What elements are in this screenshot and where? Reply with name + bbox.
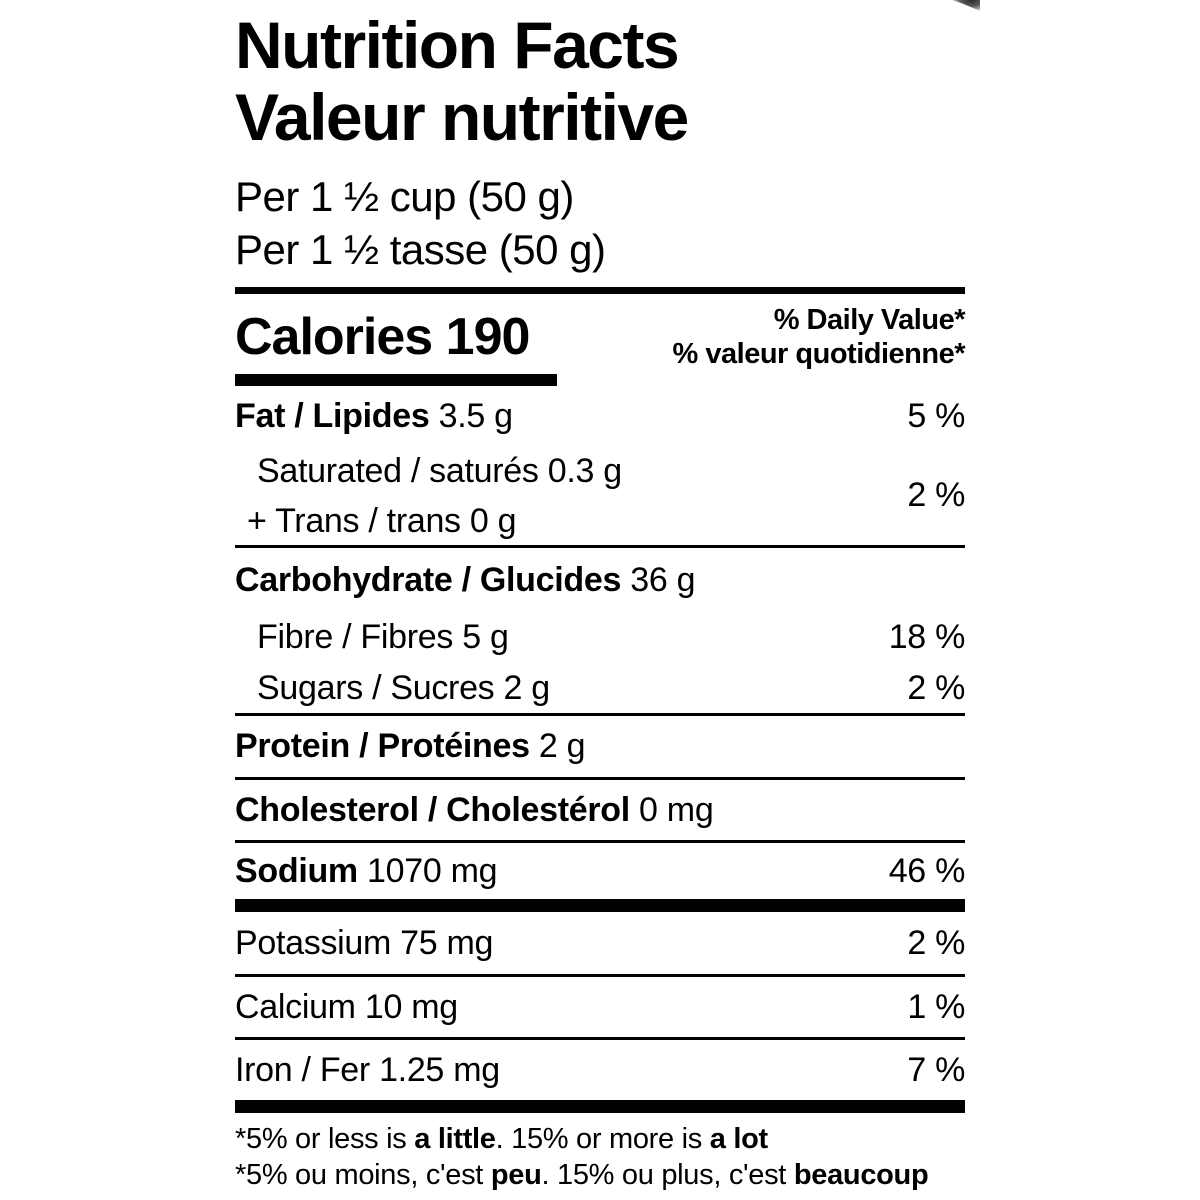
footnote-fr-bold-1: peu	[490, 1159, 542, 1191]
iron-row: Iron / Fer 1.25 mg 7 %	[235, 1040, 965, 1100]
protein-label: Protein / Protéines 2 g	[235, 727, 586, 766]
calories-value: Calories 190	[235, 308, 530, 366]
bottom-thick-rule	[235, 1100, 965, 1113]
footnote-en-text-2: . 15% or more is	[495, 1123, 710, 1155]
footnote-english: *5% or less is a little. 15% or more is …	[235, 1121, 965, 1157]
nutrition-facts-label: Nutrition Facts Valeur nutritive Per 1 ½…	[235, 0, 966, 1193]
potassium-daily-value: 2 %	[907, 923, 965, 962]
separator-rule	[235, 840, 965, 843]
saturated-fat-row: Saturated / saturés 0.3 g	[257, 451, 622, 490]
protein-amount: 2 g	[529, 727, 586, 765]
footnote-fr-bold-2: beaucoup	[793, 1159, 929, 1191]
separator-rule	[235, 1037, 965, 1040]
calcium-daily-value: 1 %	[907, 987, 965, 1026]
iron-label: Iron / Fer 1.25 mg	[235, 1050, 500, 1089]
carbohydrate-row: Carbohydrate / Glucides 36 g	[235, 548, 965, 612]
daily-value-header-english: % Daily Value*	[773, 304, 966, 336]
footnote-en-bold-1: a little	[414, 1123, 496, 1155]
daily-value-header: % Daily Value* % valeur quotidienne*	[672, 294, 966, 371]
calories-section: Calories 190 % Daily Value* % valeur quo…	[235, 294, 966, 374]
cholesterol-amount: 0 mg	[629, 790, 714, 829]
calcium-row: Calcium 10 mg 1 %	[235, 977, 965, 1037]
sodium-name: Sodium	[235, 851, 358, 890]
footnote-en-bold-2: a lot	[709, 1123, 768, 1155]
protein-name: Protein / Protéines	[235, 727, 530, 765]
separator-rule	[235, 713, 965, 716]
potassium-row: Potassium 75 mg 2 %	[235, 912, 965, 974]
footnote-fr-text-2: . 15% ou plus, c'est	[541, 1159, 794, 1191]
cholesterol-label: Cholesterol / Cholestérol 0 mg	[235, 790, 714, 830]
fat-amount: 3.5 g	[429, 396, 513, 435]
calcium-label: Calcium 10 mg	[235, 987, 458, 1026]
sodium-amount: 1070 mg	[357, 851, 498, 890]
cholesterol-row: Cholesterol / Cholestérol 0 mg	[235, 780, 965, 840]
title-french: Valeur nutritive	[235, 80, 689, 154]
fat-daily-value: 5 %	[907, 396, 965, 435]
sodium-label: Sodium 1070 mg	[235, 851, 498, 891]
footnote-en-text-1: *5% or less is	[235, 1123, 415, 1155]
title-english: Nutrition Facts	[235, 8, 680, 82]
carbohydrate-amount: 36 g	[621, 560, 696, 599]
calories-underline-rule	[235, 374, 557, 386]
fat-label: Fat / Lipides 3.5 g	[235, 397, 513, 436]
fibre-label: Fibre / Fibres 5 g	[257, 618, 509, 656]
footnote-french: *5% ou moins, c'est peu. 15% ou plus, c'…	[235, 1157, 965, 1193]
fat-name: Fat / Lipides	[235, 396, 430, 435]
label-title: Nutrition Facts Valeur nutritive	[235, 0, 965, 153]
top-rule	[235, 287, 965, 294]
daily-value-header-french: % valeur quotidienne*	[672, 338, 966, 370]
sodium-row: Sodium 1070 mg 46 %	[235, 843, 965, 899]
thick-divider-rule	[235, 899, 965, 912]
trans-fat-row: + Trans / trans 0 g	[247, 501, 517, 540]
potassium-label: Potassium 75 mg	[235, 923, 494, 962]
carbohydrate-label: Carbohydrate / Glucides 36 g	[235, 560, 696, 600]
separator-rule	[235, 545, 965, 548]
separator-rule	[235, 777, 965, 780]
fat-row: Fat / Lipides 3.5 g 5 %	[235, 386, 965, 446]
saturated-trans-daily-value: 2 %	[907, 476, 965, 514]
serving-size-french: Per 1 ½ tasse (50 g)	[235, 226, 606, 273]
sugars-row: Sugars / Sucres 2 g 2 %	[235, 663, 965, 713]
sodium-daily-value: 46 %	[888, 851, 966, 890]
protein-row: Protein / Protéines 2 g	[235, 716, 965, 777]
sugars-label: Sugars / Sucres 2 g	[257, 668, 550, 707]
iron-daily-value: 7 %	[907, 1050, 965, 1089]
fibre-row: Fibre / Fibres 5 g 18 %	[235, 612, 965, 663]
footnote: *5% or less is a little. 15% or more is …	[235, 1113, 965, 1193]
saturated-trans-group: Saturated / saturés 0.3 g + Trans / tran…	[235, 446, 965, 545]
sugars-daily-value: 2 %	[907, 668, 965, 707]
fibre-daily-value: 18 %	[888, 618, 966, 656]
serving-size: Per 1 ½ cup (50 g) Per 1 ½ tasse (50 g)	[235, 170, 965, 276]
serving-size-english: Per 1 ½ cup (50 g)	[235, 173, 574, 220]
separator-rule	[235, 974, 965, 977]
carbohydrate-name: Carbohydrate / Glucides	[235, 560, 622, 599]
cholesterol-name: Cholesterol / Cholestérol	[235, 790, 630, 829]
footnote-fr-text-1: *5% ou moins, c'est	[235, 1159, 491, 1191]
